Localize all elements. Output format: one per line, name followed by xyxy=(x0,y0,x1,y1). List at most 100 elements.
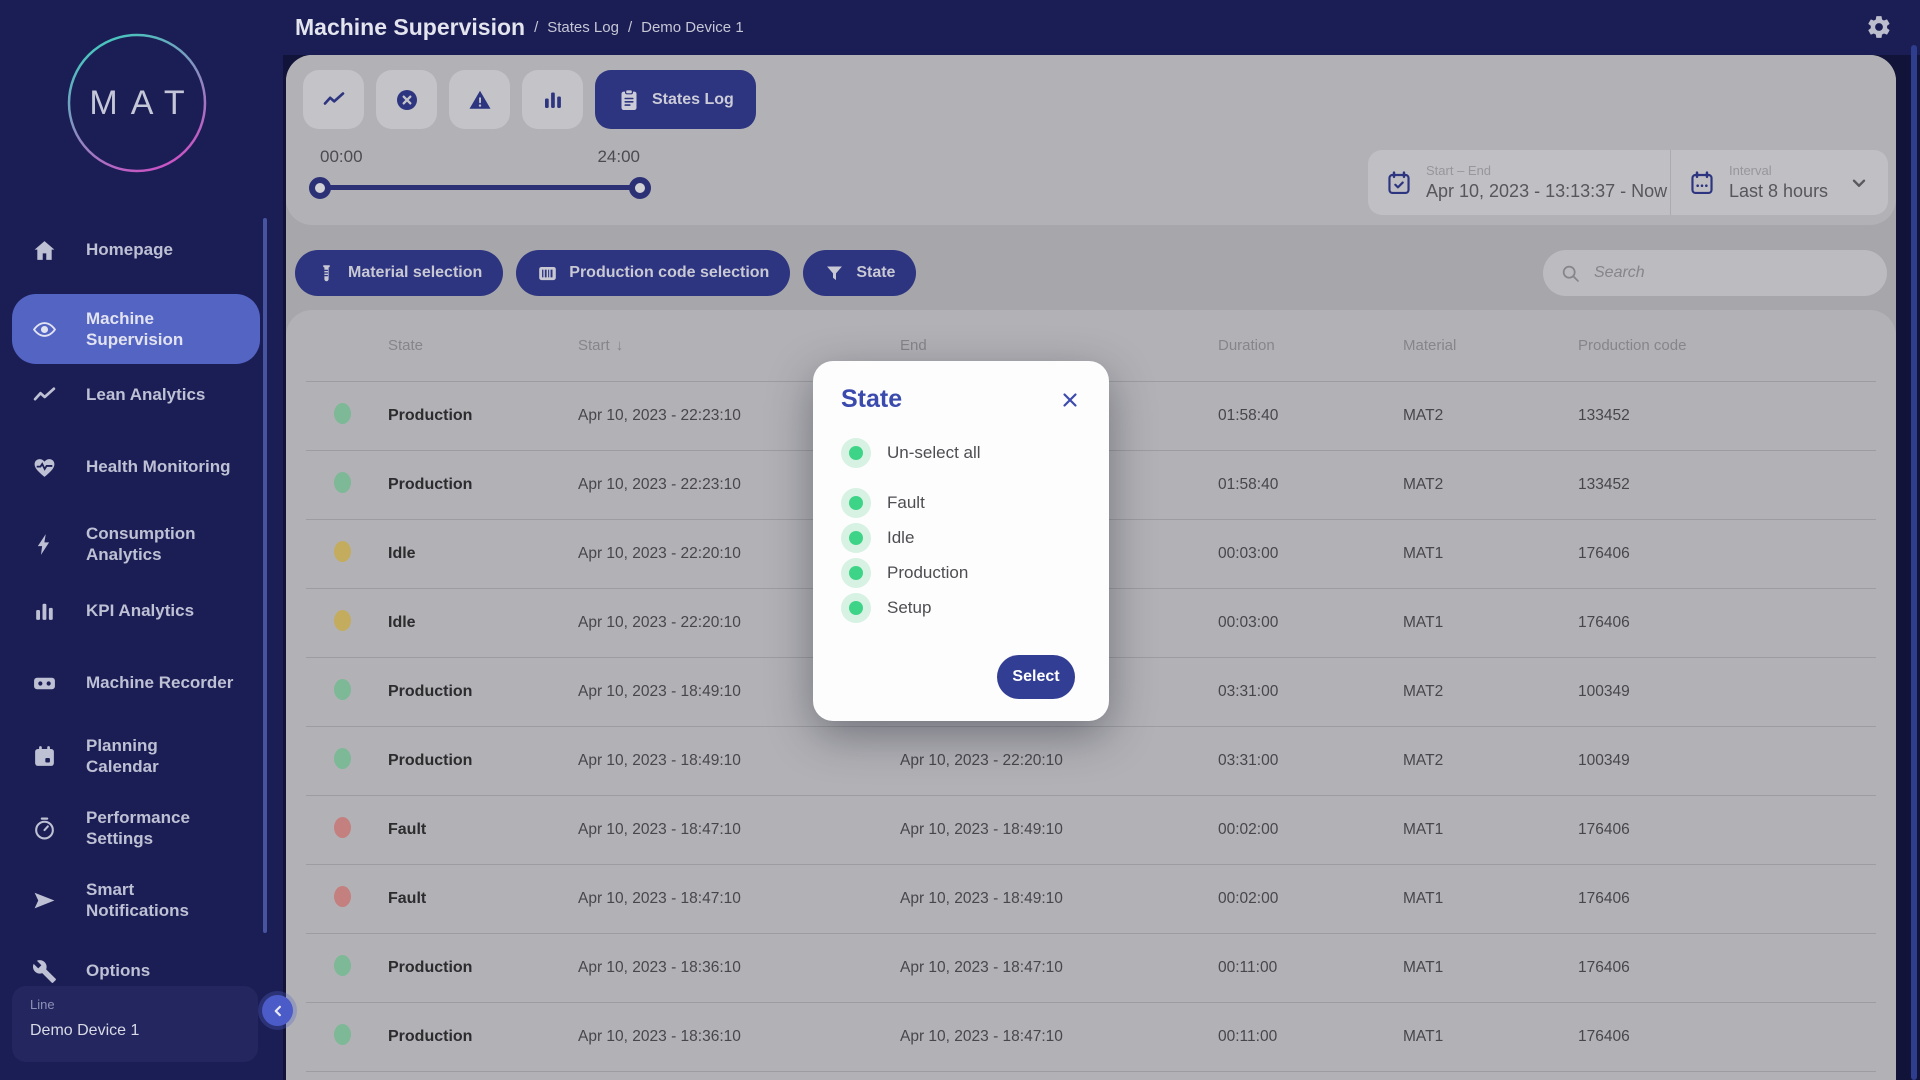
sidebar-item-machine-recorder[interactable]: Machine Recorder xyxy=(14,663,260,703)
cell-material: MAT1 xyxy=(1403,959,1444,976)
filter-button-state[interactable]: State xyxy=(803,250,917,296)
tab-bars[interactable] xyxy=(522,70,583,129)
cell-production-code: 100349 xyxy=(1578,752,1630,769)
table-body: Production Apr 10, 2023 - 22:23:10 01:58:4… xyxy=(286,382,1896,1072)
sidebar-item-label: Machine Supervision xyxy=(86,308,184,349)
table-row[interactable]: Fault Apr 10, 2023 - 18:47:10 Apr 10, 2023… xyxy=(306,865,1876,934)
column-header-duration[interactable]: Duration xyxy=(1218,337,1275,354)
wrench-icon xyxy=(32,959,57,984)
table-row[interactable]: Production Apr 10, 2023 - 18:49:10 03:31:0… xyxy=(306,658,1876,727)
sidebar-scrollbar[interactable] xyxy=(263,218,267,933)
state-option-setup[interactable]: Setup xyxy=(841,593,1081,623)
heart-icon xyxy=(32,455,57,480)
clipboard-icon xyxy=(617,88,641,112)
cell-end: Apr 10, 2023 - 22:20:10 xyxy=(900,752,1063,769)
slider-end-label: 24:00 xyxy=(597,147,640,166)
calendar-check-icon xyxy=(1386,170,1412,196)
breadcrumb-separator: / xyxy=(534,19,539,36)
cell-material: MAT2 xyxy=(1403,683,1444,700)
breadcrumb-states-log[interactable]: States Log xyxy=(547,19,619,36)
page-title: Machine Supervision xyxy=(295,14,526,40)
table-row[interactable]: Production Apr 10, 2023 - 22:23:10 01:58:4… xyxy=(306,451,1876,520)
slider-handle-start[interactable] xyxy=(309,176,331,199)
table-row[interactable]: Idle Apr 10, 2023 - 22:20:10 00:03:00 MAT1 1… xyxy=(306,589,1876,658)
cell-duration: 00:03:00 xyxy=(1218,545,1279,562)
table-row[interactable]: Production Apr 10, 2023 - 18:36:10 Apr 10,… xyxy=(306,1003,1876,1072)
sidebar-item-smart-notifications[interactable]: Smart Notifications xyxy=(14,872,260,928)
breadcrumb-device[interactable]: Demo Device 1 xyxy=(641,19,744,36)
select-button[interactable]: Select xyxy=(997,655,1075,699)
sidebar-item-homepage[interactable]: Homepage xyxy=(14,230,260,270)
search-input[interactable] xyxy=(1592,263,1870,283)
device-selector-card[interactable]: Line Demo Device 1 xyxy=(12,986,258,1062)
state-option-label: Idle xyxy=(887,528,915,547)
sidebar-item-consumption-analytics[interactable]: Consumption Analytics xyxy=(14,516,260,572)
sidebar-item-performance-settings[interactable]: Performance Settings xyxy=(14,800,260,856)
tab-states-log[interactable]: States Log xyxy=(595,70,756,129)
search-box xyxy=(1543,250,1887,296)
cell-state: Idle xyxy=(388,614,416,631)
column-header-end[interactable]: End xyxy=(900,337,927,354)
cell-production-code: 176406 xyxy=(1578,1028,1630,1045)
column-header-state[interactable]: State xyxy=(388,337,424,354)
slider-handle-end[interactable] xyxy=(629,176,651,199)
breadcrumb-separator: / xyxy=(627,19,633,36)
table-row[interactable]: Production Apr 10, 2023 - 18:36:10 Apr 10,… xyxy=(306,934,1876,1003)
filter-button-production-code-selection[interactable]: Production code selection xyxy=(516,250,791,296)
state-option-production[interactable]: Production xyxy=(841,558,1081,588)
warning-icon xyxy=(468,88,492,112)
unselect-all-toggle[interactable]: Un-select all xyxy=(841,438,1081,468)
filter-button-label: Production code selection xyxy=(569,264,770,281)
state-option-fault[interactable]: Fault xyxy=(841,488,1081,518)
table-row[interactable]: Production Apr 10, 2023 - 18:49:10 Apr 10,… xyxy=(306,727,1876,796)
cell-state: Production xyxy=(388,752,473,769)
tab-trend[interactable] xyxy=(303,70,364,129)
sidebar-item-label: Health Monitoring xyxy=(86,457,231,477)
column-header-start[interactable]: Start ↓ xyxy=(578,337,624,354)
sidebar-item-lean-analytics[interactable]: Lean Analytics xyxy=(14,375,260,415)
table-row[interactable]: Fault Apr 10, 2023 - 18:47:10 Apr 10, 2023… xyxy=(306,796,1876,865)
states-log-table: State Start ↓ End Duration Material Produ… xyxy=(286,310,1896,1080)
column-header-production-code[interactable]: Production code xyxy=(1578,337,1687,354)
filter-button-material-selection[interactable]: Material selection xyxy=(295,250,504,296)
cell-state: Idle xyxy=(388,545,416,562)
interval-label: Interval xyxy=(1729,163,1772,178)
sidebar-item-options[interactable]: Options xyxy=(14,951,260,991)
state-option-label: Production xyxy=(887,563,969,582)
bars-icon xyxy=(32,599,57,624)
page-scrollbar[interactable] xyxy=(1911,45,1917,1080)
sidebar-item-kpi-analytics[interactable]: KPI Analytics xyxy=(14,591,260,631)
modal-title: State xyxy=(841,385,903,413)
toggle-on-icon xyxy=(841,488,871,518)
column-header-material[interactable]: Material xyxy=(1403,337,1457,354)
cell-material: MAT2 xyxy=(1403,752,1444,769)
cell-start: Apr 10, 2023 - 18:47:10 xyxy=(578,821,741,838)
cell-material: MAT1 xyxy=(1403,890,1444,907)
state-dot xyxy=(334,403,351,424)
sidebar-collapse-button[interactable] xyxy=(262,995,293,1026)
slider-start-label: 00:00 xyxy=(320,147,363,166)
state-option-idle[interactable]: Idle xyxy=(841,523,1081,553)
tab-x-circle[interactable] xyxy=(376,70,437,129)
sidebar-item-health-monitoring[interactable]: Health Monitoring xyxy=(14,447,260,487)
cell-material: MAT2 xyxy=(1403,407,1444,424)
sidebar-item-label: Planning Calendar xyxy=(86,735,159,776)
sidebar-item-planning-calendar[interactable]: Planning Calendar xyxy=(14,728,260,784)
sidebar-item-label: Options xyxy=(86,961,151,981)
chevron-down-icon[interactable] xyxy=(1848,172,1870,194)
sidebar-item-machine-supervision[interactable]: Machine Supervision xyxy=(12,294,260,364)
slider-track[interactable] xyxy=(309,176,651,199)
sidebar: MAT Line Demo Device 1 Homepage Machine S… xyxy=(0,0,283,1080)
cell-production-code: 176406 xyxy=(1578,959,1630,976)
settings-gear-icon[interactable] xyxy=(1866,14,1892,40)
interval-dropdown[interactable]: Interval Last 8 hours xyxy=(1671,163,1828,202)
device-name: Demo Device 1 xyxy=(30,1022,140,1039)
close-icon[interactable] xyxy=(1059,389,1081,411)
cell-material: MAT1 xyxy=(1403,614,1444,631)
cell-duration: 00:11:00 xyxy=(1218,959,1278,976)
cell-end: Apr 10, 2023 - 18:47:10 xyxy=(900,1028,1063,1045)
bars-icon xyxy=(541,88,565,112)
start-end-picker[interactable]: Start – End Apr 10, 2023 - 13:13:37 - No… xyxy=(1368,163,1667,202)
tab-warning[interactable] xyxy=(449,70,510,129)
time-range-slider: 00:00 24:00 xyxy=(309,147,651,199)
